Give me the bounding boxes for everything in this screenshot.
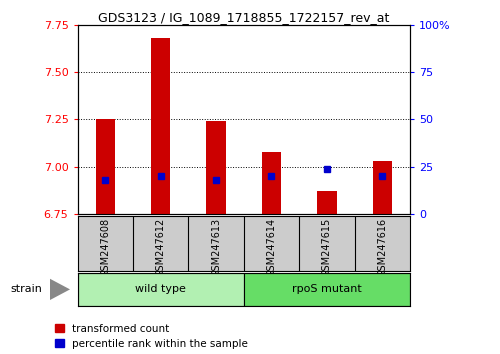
Text: GSM247613: GSM247613 [211,218,221,277]
Bar [372,161,392,214]
Text: GSM247614: GSM247614 [266,218,276,277]
Text: wild type: wild type [135,284,186,295]
Polygon shape [50,279,70,300]
Text: GSM247615: GSM247615 [322,218,332,277]
Text: strain: strain [10,284,42,295]
Bar [206,121,226,214]
Bar [96,120,115,214]
Bar [151,38,171,214]
Title: GDS3123 / IG_1089_1718855_1722157_rev_at: GDS3123 / IG_1089_1718855_1722157_rev_at [98,11,390,24]
Bar [78,273,244,306]
Text: GSM247608: GSM247608 [100,218,110,277]
Legend: transformed count, percentile rank within the sample: transformed count, percentile rank withi… [55,324,248,349]
Bar [317,192,336,214]
Text: GSM247616: GSM247616 [378,218,388,277]
Text: GSM247612: GSM247612 [156,218,166,277]
Bar [262,152,281,214]
Bar [244,273,410,306]
Text: rpoS mutant: rpoS mutant [292,284,362,295]
